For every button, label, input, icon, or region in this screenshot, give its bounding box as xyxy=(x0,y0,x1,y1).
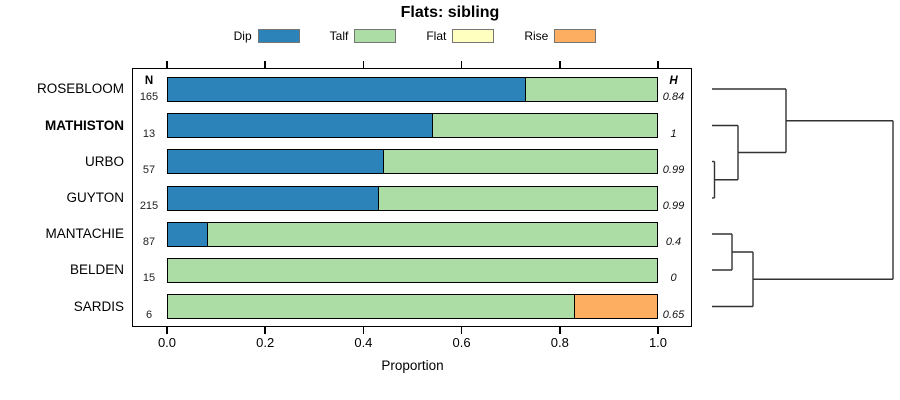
n-value-sardis: 6 xyxy=(145,308,153,321)
h-value-urbo: 0.99 xyxy=(662,163,685,176)
x-top-tick xyxy=(460,61,463,68)
x-top-tick xyxy=(166,61,168,68)
bar-segment-dip xyxy=(168,77,525,101)
bar-belden xyxy=(167,257,658,283)
legend-label-flat: Flat xyxy=(426,29,447,43)
category-label-belden: BELDEN xyxy=(69,262,124,277)
x-bottom-tick xyxy=(657,327,659,334)
legend-swatch-rise xyxy=(554,29,597,43)
x-tick-label-0.4: 0.4 xyxy=(354,335,373,350)
bar-guyton xyxy=(167,185,658,211)
legend-item-flat: Flat xyxy=(426,29,495,43)
legend-label-talf: Talf xyxy=(329,29,349,43)
bar-segment-dip xyxy=(168,150,384,173)
x-tick-label-0.8: 0.8 xyxy=(550,335,569,350)
bar-segment-rise xyxy=(573,295,657,318)
category-label-mathiston: MATHISTON xyxy=(45,117,124,133)
x-tick-label-0.2: 0.2 xyxy=(256,335,275,350)
legend-item-dip: Dip xyxy=(234,29,300,43)
h-value-guyton: 0.99 xyxy=(662,200,685,212)
legend-swatch-flat xyxy=(452,29,495,43)
x-bottom-tick xyxy=(362,327,365,334)
h-value-mathiston: 1 xyxy=(670,127,677,140)
n-value-mantachie: 87 xyxy=(142,236,156,248)
x-top-tick xyxy=(362,61,365,68)
chart-title: Flats: sibling xyxy=(400,4,500,21)
legend-label-dip: Dip xyxy=(233,29,252,43)
legend-item-rise: Rise xyxy=(524,29,597,43)
bar-mathiston xyxy=(167,113,658,138)
h-value-rosebloom: 0.84 xyxy=(662,91,685,103)
bar-segment-talf xyxy=(207,222,657,246)
n-column-header: N xyxy=(144,75,154,87)
bar-urbo xyxy=(167,149,658,174)
x-tick-label-1.0: 1.0 xyxy=(648,335,668,350)
n-value-rosebloom: 165 xyxy=(139,91,159,103)
bar-segment-dip xyxy=(168,222,208,246)
n-value-urbo: 57 xyxy=(142,163,156,176)
x-top-tick xyxy=(657,61,659,68)
x-tick-label-0.0: 0.0 xyxy=(157,335,177,350)
n-value-mathiston: 13 xyxy=(142,127,156,140)
bar-sardis xyxy=(167,294,658,319)
x-axis-label: Proportion xyxy=(381,358,444,373)
bar-segment-dip xyxy=(168,186,379,210)
bar-mantachie xyxy=(167,221,658,247)
category-label-sardis: SARDIS xyxy=(73,298,124,314)
bar-rosebloom xyxy=(167,76,658,102)
x-top-tick xyxy=(559,61,561,68)
n-value-belden: 15 xyxy=(142,272,156,284)
bar-segment-talf xyxy=(524,77,657,101)
h-value-belden: 0 xyxy=(670,272,677,284)
x-tick-label-0.6: 0.6 xyxy=(452,335,471,350)
bar-segment-talf xyxy=(432,114,657,137)
legend: Dip Talf Flat Rise xyxy=(0,29,830,43)
x-top-tick xyxy=(264,61,266,68)
bar-segment-talf xyxy=(168,295,574,318)
category-label-mantachie: MANTACHIE xyxy=(45,226,124,241)
x-bottom-tick xyxy=(460,327,463,334)
category-label-rosebloom: ROSEBLOOM xyxy=(36,81,124,96)
bar-segment-talf xyxy=(168,258,657,282)
legend-swatch-dip xyxy=(257,29,300,43)
category-label-urbo: URBO xyxy=(84,153,124,169)
x-bottom-tick xyxy=(166,327,168,334)
bar-segment-talf xyxy=(383,150,657,173)
bar-segment-dip xyxy=(168,114,433,137)
h-column-header: H xyxy=(669,75,678,87)
h-value-sardis: 0.65 xyxy=(662,308,685,321)
x-bottom-tick xyxy=(264,327,266,334)
h-value-mantachie: 0.4 xyxy=(665,236,682,248)
x-bottom-tick xyxy=(559,327,561,334)
bar-segment-talf xyxy=(378,186,657,210)
n-value-guyton: 215 xyxy=(139,200,159,212)
legend-swatch-talf xyxy=(354,29,397,43)
legend-label-rise: Rise xyxy=(524,29,549,43)
legend-item-talf: Talf xyxy=(330,29,397,43)
category-label-guyton: GUYTON xyxy=(66,190,124,205)
